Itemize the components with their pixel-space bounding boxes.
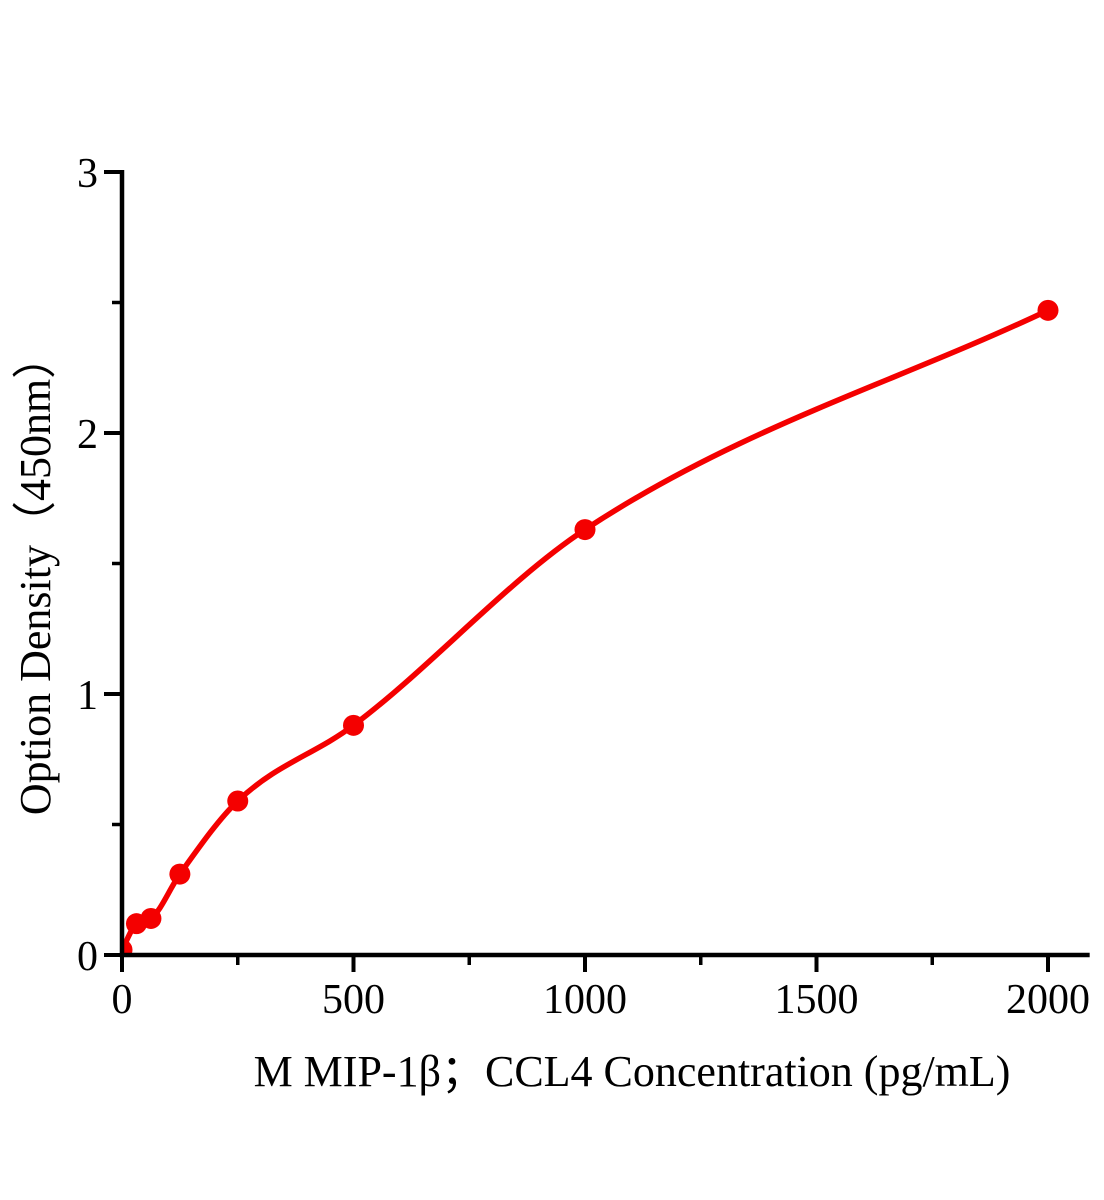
y-tick-label: 1 (77, 673, 98, 719)
fit-curve (124, 307, 1051, 952)
data-point (124, 939, 133, 953)
axes-layer (119, 170, 1090, 958)
x-tick-label: 0 (112, 977, 133, 1023)
x-tick-label: 2000 (1006, 977, 1090, 1023)
x-tick-label: 1500 (775, 977, 859, 1023)
x-axis-title: M MIP-1β；CCL4 Concentration (pg/mL) (254, 1047, 1011, 1096)
data-point (140, 907, 162, 929)
y-tick-label: 0 (77, 934, 98, 980)
data-point (169, 863, 191, 885)
tick-layer (104, 170, 1050, 972)
data-point (1037, 299, 1059, 321)
x-tick-label: 500 (322, 977, 385, 1023)
series-layer (124, 299, 1059, 953)
data-point (574, 519, 596, 541)
data-point (227, 790, 249, 812)
tick-label-layer: 0 500 1000 1500 2000 0 1 2 3 (77, 151, 1090, 1023)
y-tick-label: 2 (77, 412, 98, 458)
axis-title-layer: M MIP-1β；CCL4 Concentration (pg/mL) Opti… (11, 335, 1010, 1096)
data-point (343, 714, 364, 736)
y-tick-label: 3 (77, 151, 98, 197)
y-axis-title: Option Density（450nm） (11, 335, 60, 815)
data-points (124, 299, 1059, 953)
x-tick-label: 1000 (543, 977, 627, 1023)
